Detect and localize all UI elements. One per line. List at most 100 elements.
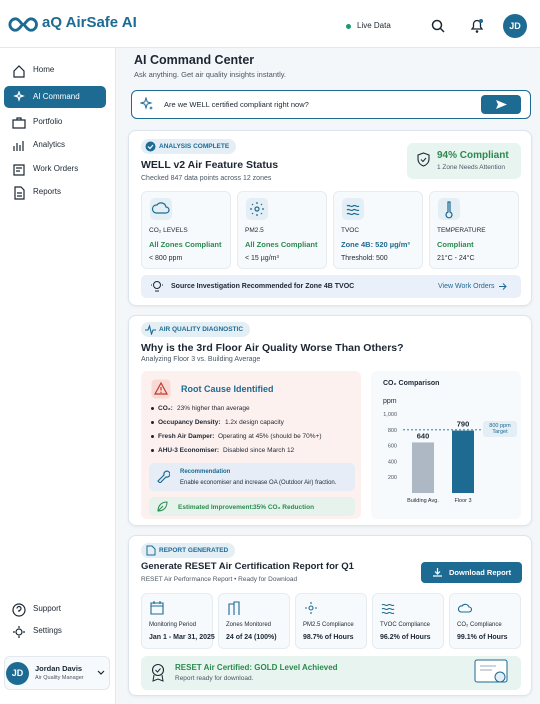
- user-name: Jordan Davis: [35, 664, 83, 673]
- metric-icon: [150, 198, 172, 220]
- nav-icon: [12, 603, 26, 617]
- metric-status: All Zones Compliant: [149, 240, 222, 249]
- improvement-label: Estimated Improvement:: [178, 504, 254, 511]
- cause-text: 23% higher than average: [177, 405, 250, 412]
- notification-icon[interactable]: [469, 18, 485, 34]
- cause-label: Fresh Air Damper:: [158, 433, 215, 440]
- report-card: REPORT GENERATED Generate RESET Air Cert…: [128, 535, 532, 696]
- root-cause-title: Root Cause Identified: [181, 384, 274, 394]
- nav-item[interactable]: Home: [4, 59, 106, 81]
- stat-label: TVOC Compliance: [380, 622, 431, 628]
- stat-card: [372, 593, 444, 649]
- stat-value: 98.7% of Hours: [303, 634, 354, 641]
- stat-icon: [150, 601, 164, 615]
- query-box[interactable]: [131, 90, 531, 119]
- live-label: Live Data: [357, 21, 391, 30]
- cause-label: AHU-3 Economiser:: [158, 447, 220, 454]
- value-label: 790: [457, 420, 470, 429]
- card-subtitle: Analyzing Floor 3 vs. Building Average: [141, 356, 261, 363]
- avatar[interactable]: JD: [503, 14, 527, 38]
- stat-value: 24 of 24 (100%): [226, 634, 277, 641]
- nav-icon: [13, 141, 24, 151]
- nav-item[interactable]: Settings: [4, 620, 106, 642]
- target-label: 800 ppm Target: [483, 420, 517, 437]
- download-text[interactable]: Download Report: [449, 568, 512, 577]
- certified-sub: Report ready for download.: [175, 675, 254, 682]
- compliance-value: 94% Compliant: [437, 150, 509, 161]
- stat-card: [218, 593, 290, 649]
- search-icon[interactable]: [431, 19, 445, 33]
- nav-icon: [13, 626, 25, 638]
- nav-item[interactable]: Portfolio: [4, 111, 106, 133]
- metric-label: CO₂ LEVELS: [149, 227, 188, 234]
- shield-icon: [417, 152, 430, 167]
- certified-box: [141, 656, 521, 690]
- nav-item[interactable]: Analytics: [4, 134, 106, 156]
- cause-label: CO₂:: [158, 405, 173, 412]
- warning-icon: [151, 379, 171, 399]
- metric-card: [333, 191, 423, 269]
- x-tick-label: Building Avg.: [407, 498, 439, 504]
- attention-text: 1 Zone Needs Attention: [437, 164, 505, 171]
- nav-icon: [13, 65, 25, 78]
- banner: [141, 275, 521, 298]
- metric-label: PM2.5: [245, 227, 264, 234]
- card-subtitle: RESET Air Performance Report • Ready for…: [141, 576, 298, 583]
- status-card: ANALYSIS COMPLETE WELL v2 Air Feature St…: [128, 130, 532, 306]
- bar: [452, 430, 474, 493]
- query-text[interactable]: Are we WELL certified compliant right no…: [164, 100, 309, 109]
- chart-title: CO₂ Comparison: [383, 380, 439, 387]
- pulse-icon: [145, 324, 156, 335]
- metric-detail: < 15 µg/m³: [245, 255, 279, 262]
- stat-label: Zones Monitored: [226, 622, 272, 628]
- arrow-icon[interactable]: [498, 282, 508, 291]
- metric-card: [429, 191, 519, 269]
- metric-card: [237, 191, 327, 269]
- metric-icon: [438, 198, 460, 220]
- metric-status: All Zones Compliant: [245, 240, 318, 249]
- bullet: [151, 407, 154, 410]
- nav-item[interactable]: Work Orders: [4, 158, 106, 180]
- stat-icon: [381, 603, 395, 615]
- metric-label: TEMPERATURE: [437, 227, 486, 234]
- nav-item[interactable]: Reports: [4, 181, 106, 203]
- nav-icon: [14, 186, 25, 200]
- certificate-icon: [474, 659, 508, 683]
- root-cause-box: [141, 371, 361, 519]
- stat-label: Monitoring Period: [149, 622, 197, 628]
- user-card[interactable]: [4, 656, 110, 690]
- logo: [8, 17, 38, 32]
- work-orders-link[interactable]: View Work Orders: [438, 283, 495, 290]
- send-button[interactable]: [481, 95, 521, 114]
- sidebar: [0, 48, 116, 704]
- award-icon: [151, 663, 165, 682]
- page-title: AI Command Center: [134, 53, 255, 67]
- y-tick-label: 800: [388, 428, 397, 434]
- download-icon[interactable]: [432, 567, 443, 578]
- nav-icon: [13, 164, 25, 176]
- topbar: [0, 0, 540, 48]
- bullet: [151, 449, 154, 452]
- stat-value: 96.2% of Hours: [380, 634, 431, 641]
- stat-value: Jan 1 - Mar 31, 2025: [149, 634, 215, 641]
- stat-value: 99.1% of Hours: [457, 634, 508, 641]
- nav-item[interactable]: AI Command: [4, 86, 106, 108]
- bullet: [151, 421, 154, 424]
- card-title: Generate RESET Air Certification Report …: [141, 561, 354, 572]
- download-button[interactable]: [421, 562, 522, 583]
- stat-icon: [228, 601, 240, 615]
- user-role: Air Quality Manager: [35, 675, 84, 681]
- stat-label: PM2.5 Compliance: [303, 622, 354, 628]
- co2-chart: CO₂ Comparison ppm 200 400 600 800 1,000 640 Bui…: [383, 380, 485, 504]
- doc-icon: [146, 545, 156, 556]
- recommendation-text: Enable economiser and increase OA (Outdo…: [180, 480, 337, 486]
- stat-icon: [457, 603, 473, 613]
- nav-item[interactable]: Support: [4, 598, 106, 620]
- card-title: Why is the 3rd Floor Air Quality Worse T…: [141, 342, 404, 354]
- stat-card: [449, 593, 521, 649]
- metric-detail: 21°C - 24°C: [437, 255, 475, 262]
- card-title: WELL v2 Air Feature Status: [141, 159, 279, 171]
- y-tick-label: 600: [388, 444, 397, 450]
- recommendation-box: [149, 463, 355, 491]
- badge: ANALYSIS COMPLETE: [141, 139, 237, 154]
